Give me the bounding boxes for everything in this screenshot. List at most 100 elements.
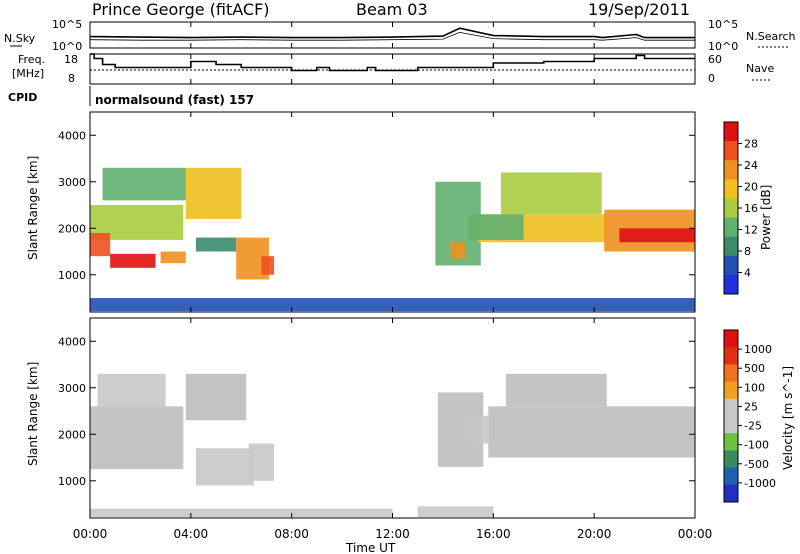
colorbar-swatch bbox=[724, 141, 738, 161]
colorbar-swatch bbox=[724, 433, 738, 451]
x-tick-label: 12:00 bbox=[375, 527, 410, 541]
y-tick-label: 4000 bbox=[58, 129, 86, 142]
cpid-program: normalsound (fast) 157 bbox=[95, 93, 254, 107]
y-tick-label: 3000 bbox=[58, 382, 86, 395]
velocity-panel: 1000 2000 3000 4000 Slant Range [km] bbox=[26, 317, 696, 519]
series-line-1 bbox=[89, 31, 695, 41]
colorbar-tick-label: 100 bbox=[744, 381, 765, 394]
y-tick-label: 3000 bbox=[58, 176, 86, 189]
y-tick-label: 4000 bbox=[58, 335, 86, 348]
scatter-patch bbox=[185, 167, 242, 219]
scatter-patch bbox=[97, 373, 166, 407]
colorbar-swatch bbox=[724, 364, 738, 383]
beam-title: Beam 03 bbox=[356, 0, 428, 19]
y-tick-label: 1000 bbox=[58, 475, 86, 488]
colorbar-swatch bbox=[724, 274, 738, 295]
colorbar-swatch bbox=[724, 330, 738, 348]
colorbar-tick-label: 25 bbox=[744, 400, 758, 413]
scatter-patch bbox=[468, 214, 524, 240]
y-tick-label: 2000 bbox=[58, 222, 86, 235]
power-y-ticks: 1000 2000 3000 4000 bbox=[58, 129, 695, 282]
scatter-patch bbox=[195, 448, 254, 486]
colorbar-tick-label: 20 bbox=[744, 181, 758, 194]
scatter-patch bbox=[90, 298, 695, 312]
colorbar-swatch bbox=[724, 450, 738, 469]
colorbar-swatch bbox=[724, 179, 738, 199]
colorbar-tick-label: 24 bbox=[744, 159, 758, 172]
velocity-colorbar: 1000 500 100 25 -25 -100 -500 -1000 Velocity [m… bbox=[723, 329, 795, 503]
date-title: 19/Sep/2011 bbox=[588, 0, 690, 19]
colorbar-swatch bbox=[724, 484, 738, 503]
freq-label-1: Freq. bbox=[18, 53, 45, 66]
velocity-patches bbox=[90, 373, 695, 518]
scatter-patch bbox=[185, 373, 247, 421]
colorbar-tick-label: -25 bbox=[744, 420, 762, 433]
velocity-colorbar-ticks: 1000 500 100 25 -25 -100 -500 -1000 bbox=[738, 343, 776, 490]
power-colorbar: 28 24 20 16 12 8 4 Power [dB] bbox=[723, 121, 773, 295]
colorbar-swatch bbox=[724, 347, 738, 365]
x-tick-label: 16:00 bbox=[476, 527, 511, 541]
y-tick-label: 2000 bbox=[58, 428, 86, 441]
scatter-patch bbox=[248, 443, 275, 481]
colorbar-swatch bbox=[724, 160, 738, 180]
colorbar-tick-label: 16 bbox=[744, 202, 758, 215]
cpid-label: CPID bbox=[8, 91, 37, 104]
time-axis-ticks: 00:00 04:00 08:00 12:00 16:00 20:00 00:00 bbox=[73, 22, 713, 541]
scatter-patch bbox=[195, 237, 237, 252]
scatter-patch bbox=[90, 508, 393, 518]
x-tick-label: 04:00 bbox=[174, 527, 209, 541]
velocity-y-axis-label: Slant Range [km] bbox=[26, 362, 40, 466]
x-tick-label: 08:00 bbox=[274, 527, 309, 541]
freq-tick-top: 18 bbox=[64, 53, 78, 66]
velocity-colorbar-frame bbox=[723, 329, 739, 503]
colorbar-swatch bbox=[724, 198, 738, 219]
nave-tick-bottom: 0 bbox=[708, 72, 715, 85]
colorbar-swatch bbox=[724, 236, 738, 257]
scatter-patch bbox=[90, 232, 111, 257]
velocity-y-ticks: 1000 2000 3000 4000 bbox=[58, 335, 695, 488]
colorbar-tick-label: 12 bbox=[744, 224, 758, 237]
noise-right-tick-bottom: 10^0 bbox=[708, 40, 738, 53]
time-axis-label: Time UT bbox=[345, 541, 396, 554]
noise-lines bbox=[89, 27, 695, 41]
noise-right-tick-top: 10^5 bbox=[708, 18, 738, 31]
power-patches bbox=[90, 167, 695, 312]
noise-left-label: N.Sky bbox=[4, 32, 36, 45]
scatter-patch bbox=[465, 415, 489, 444]
power-colorbar-swatches bbox=[724, 122, 738, 295]
colorbar-tick-label: 8 bbox=[744, 245, 751, 258]
scatter-patch bbox=[619, 228, 695, 243]
noise-panel: N.Sky 10^5 10^0 10^5 10^0 N.Search bbox=[4, 18, 796, 53]
x-tick-label: 00:00 bbox=[678, 527, 713, 541]
colorbar-swatch bbox=[724, 255, 738, 276]
colorbar-swatch bbox=[724, 217, 738, 238]
noise-right-label: N.Search bbox=[746, 30, 796, 43]
freq-label-2: [MHz] bbox=[12, 67, 44, 80]
noise-left-tick-top: 10^5 bbox=[52, 18, 82, 31]
scatter-patch bbox=[417, 506, 494, 518]
scatter-patch bbox=[488, 406, 695, 458]
colorbar-swatch bbox=[724, 467, 738, 486]
scatter-patch bbox=[500, 172, 602, 215]
colorbar-tick-label: 500 bbox=[744, 362, 765, 375]
colorbar-swatch bbox=[724, 416, 738, 434]
scatter-patch bbox=[450, 242, 466, 259]
velocity-colorbar-label: Velocity [m s^-1] bbox=[781, 366, 795, 470]
nave-tick-top: 60 bbox=[708, 53, 722, 66]
x-tick-label: 20:00 bbox=[577, 527, 612, 541]
freq-panel: Freq. [MHz] 18 8 60 0 Nave bbox=[12, 53, 774, 85]
x-tick-label: 00:00 bbox=[73, 527, 108, 541]
scatter-patch bbox=[505, 373, 607, 407]
colorbar-swatch bbox=[724, 381, 738, 400]
series-line-0 bbox=[89, 27, 695, 39]
scatter-patch bbox=[90, 406, 184, 470]
power-panel: 1000 2000 3000 4000 Slant Range [km] bbox=[26, 111, 696, 313]
power-y-axis-label: Slant Range [km] bbox=[26, 156, 40, 260]
noise-left-tick-bottom: 10^0 bbox=[52, 40, 82, 53]
colorbar-tick-label: -500 bbox=[744, 458, 769, 471]
station-title: Prince George (fitACF) bbox=[92, 0, 270, 19]
freq-tick-bottom: 8 bbox=[68, 72, 75, 85]
colorbar-tick-label: -100 bbox=[744, 439, 769, 452]
power-colorbar-label: Power [dB] bbox=[759, 185, 773, 250]
